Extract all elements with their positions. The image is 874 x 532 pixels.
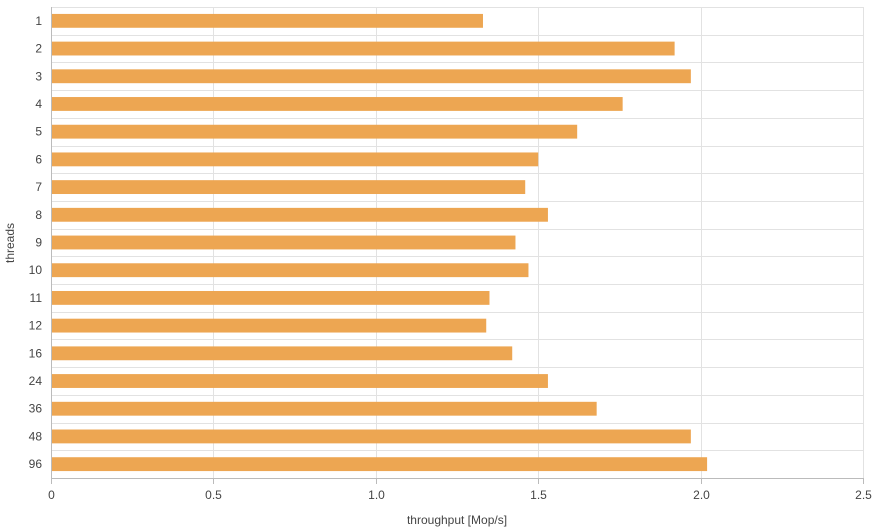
y-tick-label: 9 [35,236,42,250]
bar-threads-10 [51,263,529,278]
bar-threads-1 [51,13,483,28]
bar-threads-12 [51,318,487,333]
y-tick-label: 8 [35,208,42,222]
y-tick-label: 48 [29,429,43,443]
y-tick-label: 3 [35,69,42,83]
bar-threads-2 [51,41,675,56]
bars [51,13,708,472]
bar-threads-6 [51,152,539,167]
y-tick-label: 16 [29,346,43,360]
y-tick-label: 12 [29,319,43,333]
y-tick-label: 4 [35,97,42,111]
x-tick-labels: 0 0.5 1.0 1.5 2.0 2.5 [48,488,872,502]
x-axis-title: throughput [Mop/s] [407,513,507,527]
y-tick-label: 7 [35,180,42,194]
bar-threads-3 [51,69,691,84]
bar-threads-5 [51,124,578,139]
y-tick-label: 2 [35,42,42,56]
y-axis-title: threads [3,223,17,263]
y-tick-label: 11 [30,291,43,305]
bar-threads-11 [51,290,490,305]
bar-threads-24 [51,374,548,388]
y-tick-label: 24 [29,374,43,388]
y-tick-label: 10 [29,263,43,277]
bar-threads-7 [51,180,526,195]
bar-threads-4 [51,97,623,111]
x-tick-label: 2.0 [693,488,710,502]
bar-threads-8 [51,207,548,222]
axes [51,7,864,484]
x-tick-label: 1.0 [368,488,385,502]
y-tick-label: 36 [29,402,43,416]
bar-threads-36 [51,401,597,416]
y-tick-label: 1 [35,14,42,28]
bar-threads-16 [51,346,513,361]
y-tick-label: 96 [29,457,43,471]
x-tick-label: 0 [48,488,55,502]
bar-threads-48 [51,429,691,444]
bar-threads-96 [51,457,708,472]
x-tick-label: 2.5 [855,488,872,502]
x-tick-label: 1.5 [530,488,547,502]
x-tick-label: 0.5 [205,488,222,502]
y-tick-label: 6 [35,152,42,166]
y-tick-label: 5 [35,125,42,139]
bar-threads-9 [51,235,516,250]
